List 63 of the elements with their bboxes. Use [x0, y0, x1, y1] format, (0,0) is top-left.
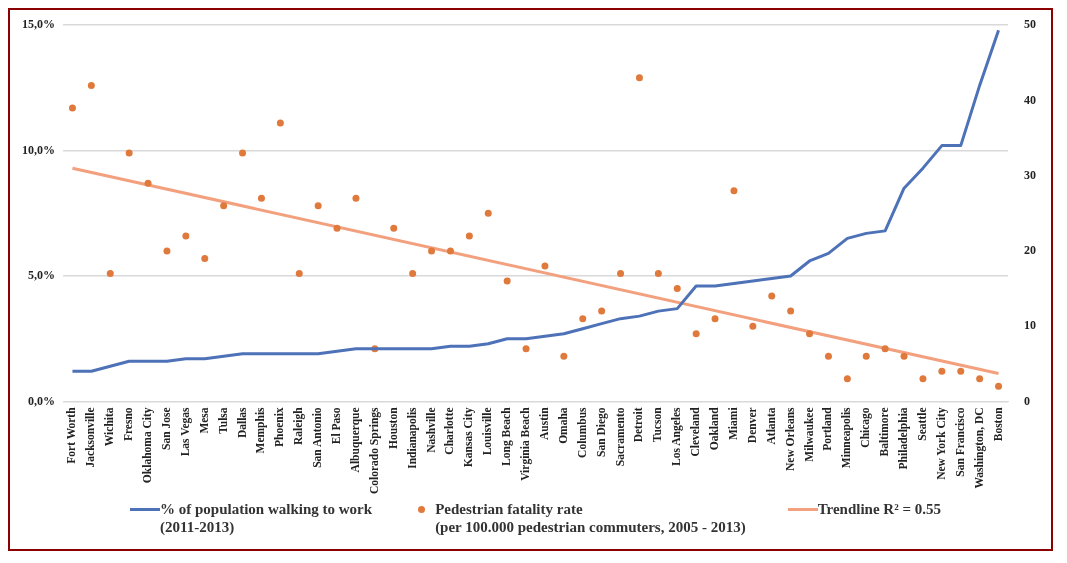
x-tick-label: Boston — [991, 406, 1004, 442]
y2-tick-label: 0 — [1024, 393, 1030, 408]
x-tick-label: Albuquerque — [348, 407, 362, 473]
x-tick-label: Tulsa — [216, 407, 229, 434]
x-tick-label: Mesa — [197, 407, 210, 434]
x-tick-label: Long Beach — [500, 406, 514, 466]
x-tick-label: Omaha — [556, 407, 569, 444]
x-tick-label: New Orleans — [783, 406, 796, 471]
x-tick-label: Phoenix — [273, 407, 286, 448]
y2-tick-label: 40 — [1024, 92, 1036, 107]
x-tick-label: Houston — [386, 406, 399, 449]
y-tick-label: 0,0% — [28, 393, 55, 408]
x-tick-label: Minneapolis — [840, 406, 854, 469]
x-tick-label: Los Angeles — [670, 406, 684, 466]
x-tick-label: Sacramento — [613, 407, 626, 467]
x-tick-label: Detroit — [632, 407, 645, 443]
y2-tick-label: 10 — [1024, 318, 1036, 333]
x-tick-label: Columbus — [575, 406, 588, 458]
x-tick-label: Portland — [821, 406, 834, 451]
x-tick-label: El Paso — [330, 407, 343, 445]
x-tick-label: Nashville — [424, 407, 437, 453]
x-tick-label: Kansas City — [462, 407, 476, 468]
x-tick-label: San Francisco — [953, 407, 966, 477]
x-tick-label: Jacksonville — [84, 407, 97, 468]
x-tick-label: Dallas — [235, 406, 248, 439]
x-tick-label: Oklahoma City — [141, 407, 155, 484]
x-tick-label: Louisville — [481, 407, 494, 456]
x-tick-label: Atlanta — [764, 407, 777, 445]
x-tick-label: Austin — [537, 406, 550, 441]
legend-label: Trendline R² = 0.55 — [817, 500, 941, 518]
x-tick-label: Washington, DC — [972, 407, 986, 489]
x-tick-label: San Diego — [594, 407, 608, 457]
x-tick-label: Milwaukee — [802, 407, 815, 462]
x-tick-label: Baltimore — [878, 407, 891, 457]
y-tick-label: 15,0% — [22, 17, 55, 32]
y-tick-label: 10,0% — [22, 142, 55, 157]
x-tick-label: Las Vegas — [178, 406, 192, 457]
x-tick-label: Memphis — [254, 406, 268, 454]
x-tick-label: Fresno — [122, 407, 135, 442]
x-tick-label: San Jose — [159, 407, 172, 450]
legend-label: Pedestrian fatality rate (per 100.000 pedestrian commuters, 2005 - 2013) — [435, 500, 746, 536]
x-tick-label: Denver — [745, 407, 758, 444]
y2-tick-label: 50 — [1024, 17, 1036, 32]
x-tick-label: Chicago — [859, 407, 873, 448]
x-tick-label: Indianapolis — [405, 406, 419, 469]
x-tick-label: Virginia Beach — [519, 406, 533, 481]
x-tick-label: Raleigh — [292, 406, 306, 446]
x-tick-label: New York City — [934, 407, 948, 480]
x-tick-label: Miami — [726, 406, 739, 440]
x-tick-label: Cleveland — [689, 406, 702, 457]
x-tick-label: Charlotte — [443, 407, 456, 455]
x-tick-label: Tucson — [651, 406, 664, 443]
y-tick-label: 5,0% — [28, 268, 55, 283]
x-tick-label: Oakland — [708, 406, 721, 451]
x-tick-label: Colorado Springs — [367, 406, 381, 495]
legend-label: % of population walking to work (2011-2013) — [160, 500, 373, 536]
x-tick-label: San Antonio — [311, 407, 324, 468]
x-tick-label: Wichita — [103, 407, 116, 447]
x-tick-label: Fort Worth — [65, 406, 78, 464]
x-tick-label: Philadelphia — [897, 407, 911, 470]
x-tick-label: Seattle — [915, 407, 928, 441]
y2-tick-label: 20 — [1024, 243, 1036, 258]
y2-tick-label: 30 — [1024, 167, 1036, 182]
